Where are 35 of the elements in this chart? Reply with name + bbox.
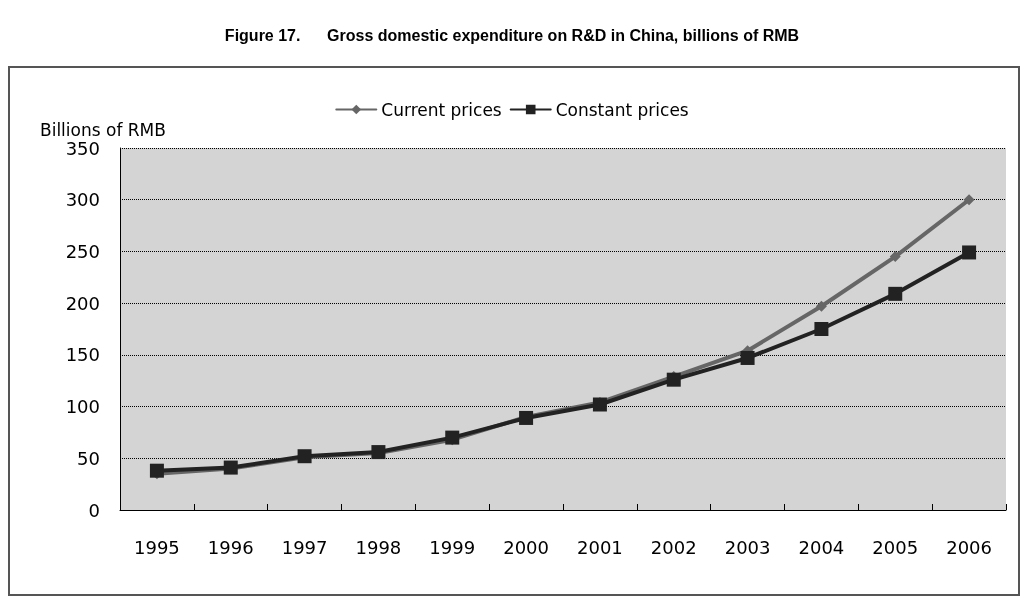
point [740,350,755,365]
x-tick-label: 2001 [577,536,623,558]
point [592,397,607,412]
point [666,372,681,387]
chart-title: Figure 17. Gross domestic expenditure on R&D in China, billions of RMB [224,26,800,44]
y-tick-label: 250 [65,240,100,262]
y-tick-label: 350 [65,137,100,159]
legend-label: Current prices [381,99,502,120]
x-tick-label: 2004 [798,536,845,558]
point [888,286,903,301]
x-tick-label: 2006 [946,536,992,558]
legend-label: Constant prices [555,99,689,120]
x-tick-label: 2005 [872,536,919,558]
x-tick-label: 1996 [207,536,254,558]
y-axis-title: Billions of RMB [40,119,166,140]
x-tick-label: 2003 [724,536,771,558]
y-tick-label: 200 [65,292,100,314]
y-tick-label: 50 [77,447,100,469]
point [963,194,975,206]
point [149,463,164,478]
x-tick-label: 1998 [355,536,402,558]
x-tick-label: 2002 [650,536,697,558]
point [889,251,901,263]
y-tick-label: 100 [65,396,100,418]
x-tick-label: 1995 [134,536,180,558]
x-tick-label: 2000 [503,536,549,558]
x-tick-label: 1999 [429,536,476,558]
point [962,245,977,260]
point [445,430,460,445]
y-tick-label: 0 [88,499,100,521]
y-tick-label: 300 [65,189,100,211]
point [814,322,829,336]
point [815,300,827,312]
y-tick-label: 150 [65,344,100,366]
x-tick-label: 1997 [281,536,328,558]
